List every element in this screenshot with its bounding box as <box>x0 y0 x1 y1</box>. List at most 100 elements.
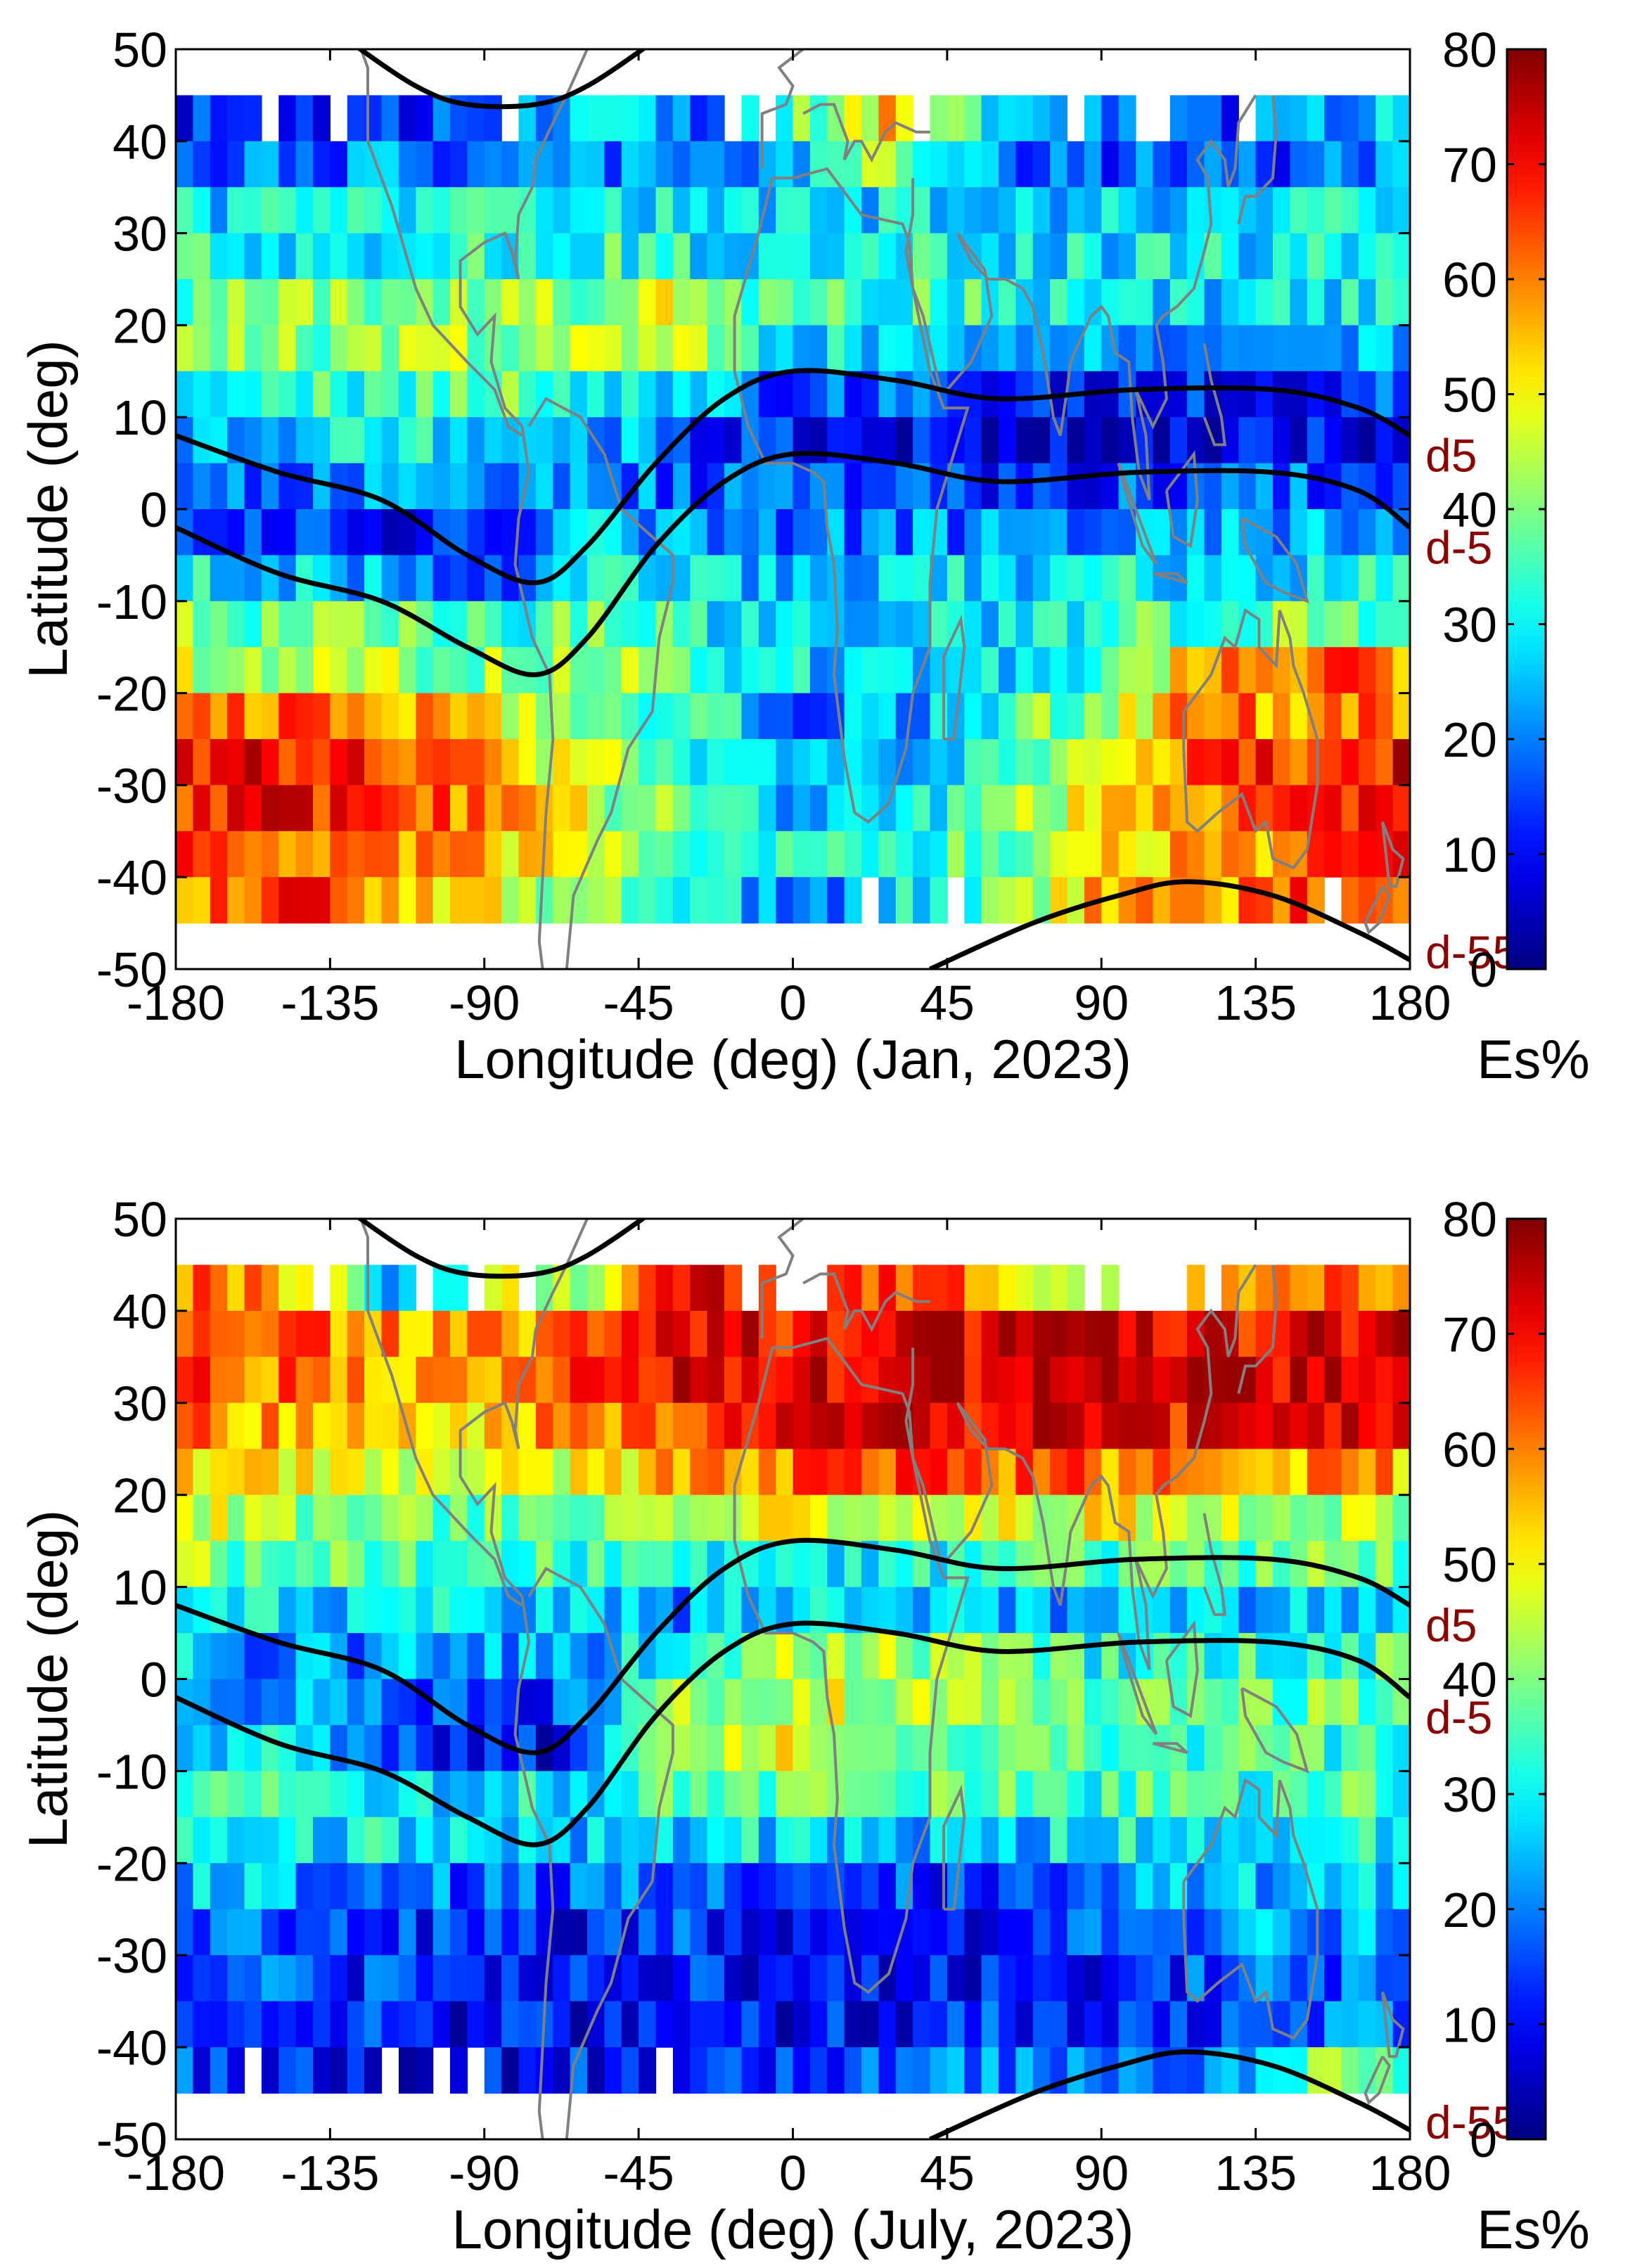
heatmap-cell <box>398 1494 416 1542</box>
heatmap-cell <box>1015 1264 1034 1312</box>
heatmap-cell <box>1392 693 1411 740</box>
heatmap-cell <box>1341 1357 1359 1404</box>
heatmap-cell <box>672 2047 691 2094</box>
heatmap-cell <box>1084 555 1102 602</box>
heatmap-cell <box>364 877 383 924</box>
heatmap-cell <box>672 371 691 418</box>
heatmap-cell <box>639 141 657 188</box>
heatmap-cell <box>724 693 742 740</box>
heatmap-cell <box>1221 1264 1239 1312</box>
heatmap-cell <box>295 1494 314 1542</box>
heatmap-cell <box>895 2047 913 2094</box>
heatmap-cell <box>930 417 948 464</box>
heatmap-cell <box>244 785 262 832</box>
heatmap-cell <box>930 1494 948 1542</box>
heatmap-cell <box>1358 2001 1376 2048</box>
heatmap-cell <box>793 233 811 280</box>
heatmap-cell <box>999 2001 1016 2048</box>
heatmap-cell <box>1015 1955 1034 2002</box>
heatmap-cell <box>741 1310 759 1357</box>
heatmap-cell <box>1273 233 1290 280</box>
heatmap-cell <box>758 463 776 510</box>
heatmap-cell <box>261 1863 279 1910</box>
heatmap-cell <box>570 1494 588 1542</box>
heatmap-cell <box>227 371 245 418</box>
heatmap-cell <box>999 647 1016 694</box>
heatmap-cell <box>1153 693 1171 740</box>
heatmap-cell <box>639 1909 657 1956</box>
heatmap-cell <box>793 95 811 142</box>
heatmap-cell <box>1307 1449 1325 1496</box>
heatmap-cell <box>981 785 999 832</box>
heatmap-cell <box>278 785 297 832</box>
heatmap-cell <box>227 95 245 142</box>
heatmap-cell <box>501 1955 520 2002</box>
heatmap-cell <box>724 1494 742 1542</box>
heatmap-cell <box>930 1449 948 1496</box>
heatmap-cell <box>1204 1724 1222 1772</box>
heatmap-cell <box>261 877 279 924</box>
heatmap-cell <box>724 1587 742 1634</box>
heatmap-cell <box>278 1771 297 1818</box>
heatmap-cell <box>1101 1357 1120 1404</box>
heatmap-cell <box>1273 1587 1290 1634</box>
heatmap-cell <box>227 693 245 740</box>
heatmap-cell <box>1238 1494 1257 1542</box>
heatmap-cell <box>999 463 1016 510</box>
heatmap-cell <box>1392 187 1411 234</box>
heatmap-cell <box>844 1541 862 1588</box>
heatmap-cell <box>553 463 571 510</box>
heatmap-cell <box>227 509 245 556</box>
heatmap-cell <box>416 1817 434 1864</box>
heatmap-cell <box>278 1909 297 1956</box>
heatmap-cell <box>227 1357 245 1404</box>
heatmap-cell <box>776 463 794 510</box>
heatmap-cell <box>1341 1587 1359 1634</box>
x-tick-label: 90 <box>1074 975 1129 1030</box>
heatmap-cell <box>964 601 982 648</box>
heatmap-cell <box>535 1310 553 1357</box>
heatmap-cell <box>878 1679 897 1726</box>
heatmap-cell <box>432 1771 451 1818</box>
heatmap-cell <box>741 555 759 602</box>
heatmap-cell <box>1238 739 1257 786</box>
heatmap-cell <box>1101 1817 1120 1864</box>
colorbar-tick-label: 30 <box>1442 1767 1497 1822</box>
heatmap-cell <box>244 1587 262 1634</box>
heatmap-cell <box>895 509 913 556</box>
heatmap-cell <box>1015 2001 1034 2048</box>
heatmap-cell <box>501 739 520 786</box>
heatmap-cell <box>295 1264 314 1312</box>
heatmap-cell <box>1238 1449 1257 1496</box>
heatmap-cell <box>639 233 657 280</box>
y-tick-label: -30 <box>96 758 167 813</box>
heatmap-cell <box>484 555 502 602</box>
heatmap-cell <box>1153 2001 1171 2048</box>
heatmap-cell <box>416 647 434 694</box>
heatmap-cell <box>758 1909 776 1956</box>
x-tick-label: 180 <box>1369 975 1451 1030</box>
heatmap-cell <box>981 463 999 510</box>
heatmap-cell <box>398 95 416 142</box>
heatmap-cell <box>604 693 622 740</box>
heatmap-cell <box>724 1955 742 2002</box>
heatmap-cell <box>1290 1449 1308 1496</box>
heatmap-cell <box>1032 233 1051 280</box>
heatmap-cell <box>1358 279 1376 326</box>
heatmap-cell <box>570 1357 588 1404</box>
heatmap-cell <box>1375 1264 1394 1312</box>
heatmap-cell <box>1050 463 1068 510</box>
heatmap-cell <box>895 877 913 924</box>
heatmap-cell <box>1136 831 1153 878</box>
heatmap-cell <box>844 1494 862 1542</box>
heatmap-cell <box>330 233 348 280</box>
heatmap-cell <box>278 141 297 188</box>
heatmap-cell <box>535 233 553 280</box>
heatmap-cell <box>261 417 279 464</box>
heatmap-cell <box>776 1955 794 2002</box>
heatmap-cell <box>1290 1494 1308 1542</box>
heatmap-cell <box>1392 647 1411 694</box>
heatmap-cell <box>878 739 897 786</box>
heatmap-cell <box>1118 1909 1136 1956</box>
heatmap-cell <box>1255 417 1274 464</box>
